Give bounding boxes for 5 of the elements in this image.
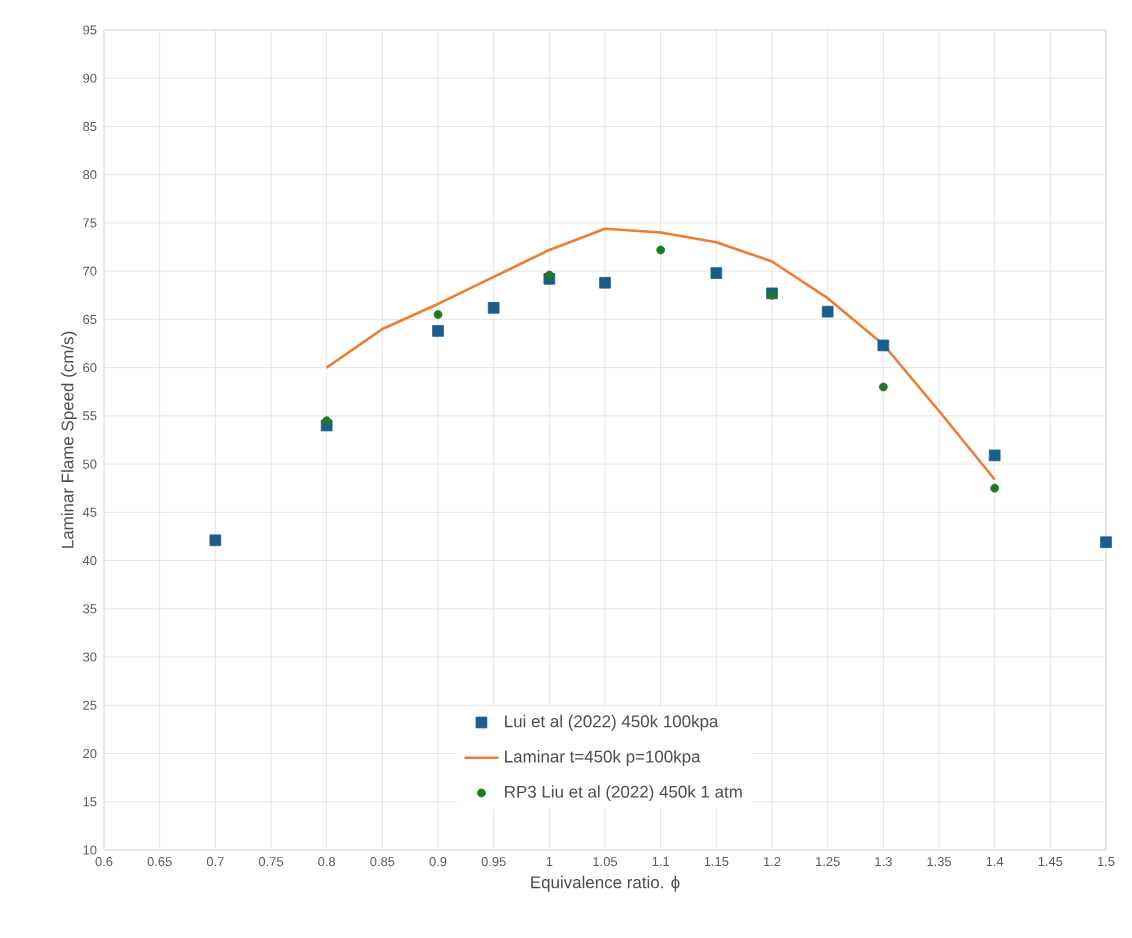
x-axis-title: Equivalence ratio. ϕ (531, 875, 680, 892)
legend-label: RP3 Liu et al (2022) 450k 1 atm (505, 785, 742, 802)
legend-label: Lui et al (2022) 450k 100kpa (505, 714, 719, 731)
y-axis-title: Laminar Flame Speed (cm/s) (61, 331, 77, 548)
legend-label: Laminar t=450k p=100kpa (505, 750, 701, 766)
